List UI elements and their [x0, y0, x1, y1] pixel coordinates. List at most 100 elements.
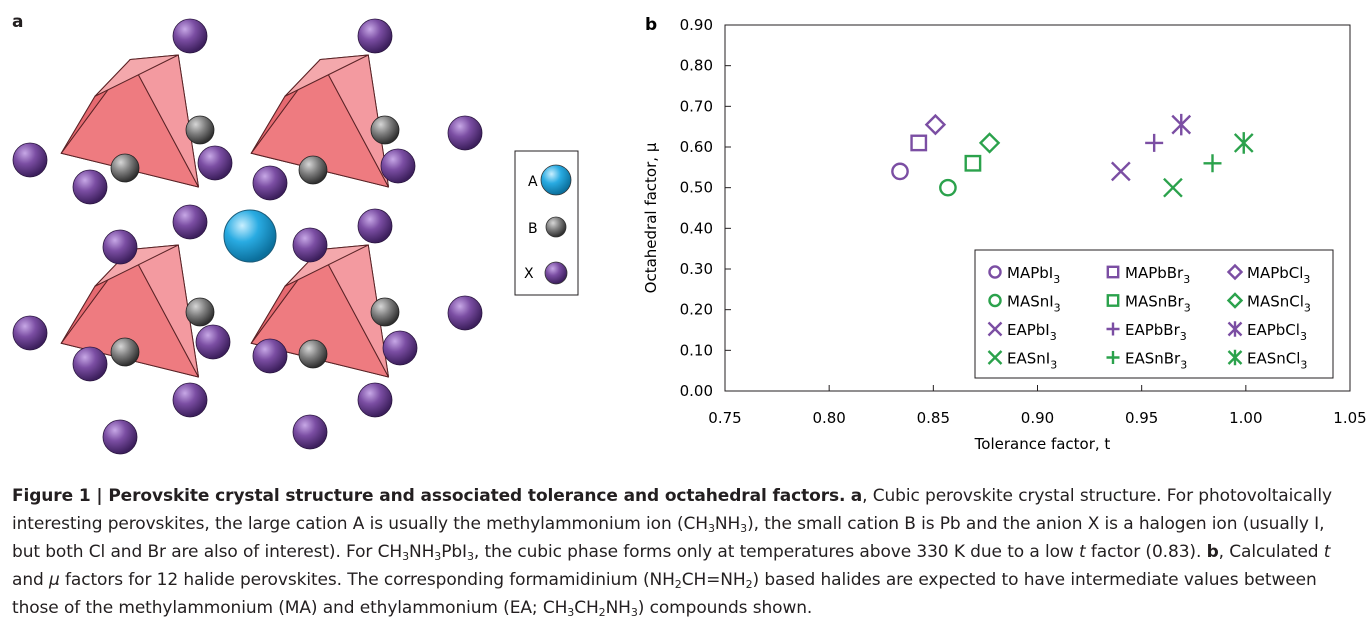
b-cation-atom	[185, 115, 215, 145]
x-tick-label: 0.80	[812, 409, 845, 427]
marker-square	[1106, 265, 1120, 279]
marker-asterisk	[1171, 113, 1192, 136]
legend-entry-label: EAPbBr3	[1125, 321, 1187, 343]
marker-x	[1163, 177, 1183, 198]
legend-label-b: B	[528, 221, 538, 237]
legend-entry-MASnCl3: MASnCl3	[1226, 292, 1311, 315]
legend-entry-MASnI3: MASnI3	[988, 293, 1061, 315]
atoms-group	[12, 18, 483, 455]
b-cation-atom	[110, 153, 140, 183]
x-anion-atom	[195, 324, 231, 360]
marker-circle	[988, 265, 1002, 279]
legend-entry-EASnCl3: EASnCl3	[1227, 349, 1307, 372]
x-anion-atom	[12, 315, 48, 351]
point-EAPbBr3	[1145, 133, 1164, 152]
point-MASnI3	[939, 178, 957, 197]
marker-x	[1110, 161, 1131, 182]
legend-entry-label: MASnI3	[1007, 293, 1061, 315]
b-cation-atom	[298, 339, 328, 369]
x-anion-atom	[172, 204, 208, 240]
point-MASnCl3	[978, 132, 1001, 154]
legend-entry-EAPbBr3: EAPbBr3	[1106, 321, 1187, 343]
y-tick-label: 0.20	[680, 301, 713, 319]
chart-ticks: 0.75 0.80 0.85 0.90 0.95 1.00 1.05 0.00 0.10 0.20…	[680, 16, 1367, 427]
b-cation-icon	[545, 216, 567, 238]
legend-entry-label: MASnBr3	[1125, 293, 1191, 315]
octahedron-face	[94, 244, 179, 287]
x-anion-atom	[197, 145, 233, 181]
y-tick-label: 0.60	[680, 138, 713, 156]
point-EAPbCl3	[1171, 113, 1192, 136]
x-anion-atom	[172, 382, 208, 418]
figure-caption: Figure 1 | Perovskite crystal structure …	[12, 486, 1332, 619]
point-EASnCl3	[1233, 132, 1254, 154]
marker-circle	[988, 293, 1002, 308]
marker-square	[910, 134, 928, 152]
x-tick-label: 1.00	[1229, 409, 1262, 427]
y-tick-label: 0.40	[680, 219, 713, 237]
legend-label-x: X	[524, 266, 534, 282]
x-anion-atom	[102, 419, 138, 455]
octahedron-face	[284, 54, 369, 97]
x-anion-atom	[252, 338, 288, 374]
legend-entry-EASnBr3: EASnBr3	[1106, 350, 1187, 372]
x-anion-atom	[447, 295, 483, 331]
x-anion-atom	[72, 169, 108, 205]
legend-entry-MAPbBr3: MAPbBr3	[1106, 264, 1190, 286]
marker-plus	[1203, 154, 1222, 173]
legend-entry-label: EASnCl3	[1247, 350, 1307, 372]
x-anion-atom	[380, 148, 416, 184]
b-cation-atom	[370, 297, 400, 327]
b-cation-atom	[185, 297, 215, 327]
legend-entry-EASnI3: EASnI3	[987, 350, 1057, 372]
data-points	[891, 113, 1254, 198]
marker-x	[987, 350, 1003, 365]
marker-diamond	[924, 113, 947, 136]
b-cation-atom	[110, 337, 140, 367]
marker-circle	[939, 178, 957, 197]
caption-a-letter: a	[850, 486, 863, 506]
x-anion-atom	[292, 227, 328, 263]
octahedron-face	[94, 54, 179, 97]
b-cation-atom	[298, 155, 328, 185]
x-anion-atom	[357, 18, 393, 54]
marker-asterisk	[1227, 349, 1243, 366]
marker-asterisk	[1233, 132, 1254, 154]
y-axis-label: Octahedral factor, μ	[642, 142, 660, 293]
b-cation-atom	[370, 115, 400, 145]
point-MASnBr3	[964, 154, 982, 172]
x-axis-label: Tolerance factor, t	[974, 435, 1111, 453]
marker-diamond	[1226, 292, 1244, 309]
legend-entry-MASnBr3: MASnBr3	[1106, 293, 1191, 315]
marker-x	[987, 321, 1003, 337]
a-cation-atom	[223, 209, 277, 263]
marker-plus	[1106, 322, 1120, 336]
x-anion-atom	[102, 229, 138, 265]
point-EASnBr3	[1203, 154, 1222, 173]
y-tick-label: 0.10	[680, 341, 713, 359]
x-anion-atom	[357, 208, 393, 244]
panel-b-letter: b	[645, 15, 657, 35]
chart-legend: MAPbI3 MAPbBr3 MAPbCl3 MASnI3 MASnBr3 MASnCl3…	[974, 249, 1334, 379]
marker-plus	[1145, 133, 1164, 152]
x-anion-atom	[172, 18, 208, 54]
x-tick-label: 1.05	[1333, 409, 1366, 427]
legend-entry-label: MAPbCl3	[1247, 264, 1310, 286]
legend-entry-label: EAPbI3	[1007, 321, 1057, 343]
atom-legend: A B X	[514, 150, 579, 296]
marker-circle	[891, 162, 909, 181]
point-MAPbBr3	[910, 134, 928, 152]
marker-diamond	[1226, 263, 1244, 281]
legend-entry-EAPbCl3: EAPbCl3	[1227, 321, 1307, 343]
x-tick-label: 0.90	[1021, 409, 1054, 427]
x-anion-atom	[382, 330, 418, 366]
x-tick-label: 0.85	[917, 409, 950, 427]
y-tick-label: 0.90	[680, 16, 713, 34]
y-tick-label: 0.30	[680, 260, 713, 278]
y-tick-label: 0.00	[680, 382, 713, 400]
legend-frame	[974, 249, 1334, 379]
x-anion-atom	[72, 346, 108, 382]
caption-b-letter: b	[1206, 542, 1219, 562]
legend-entry-label: EASnI3	[1007, 350, 1057, 372]
legend-entry-label: MAPbBr3	[1125, 264, 1190, 286]
